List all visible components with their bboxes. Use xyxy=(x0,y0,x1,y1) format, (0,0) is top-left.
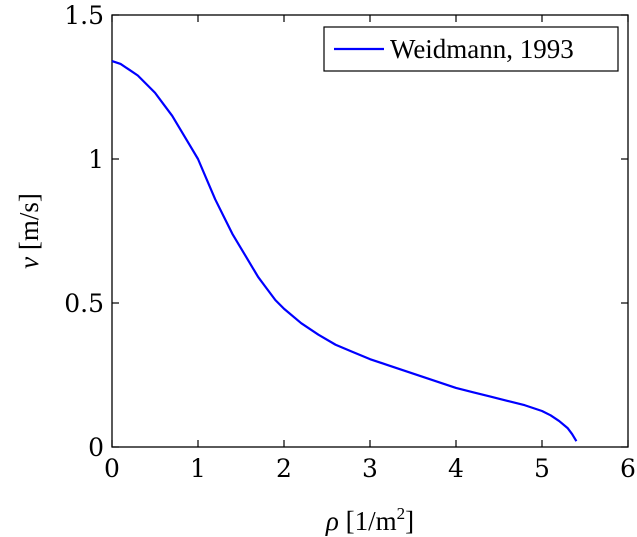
y-axis-label: v [m/s] xyxy=(14,193,44,269)
axis-ticks xyxy=(111,14,629,448)
y-tick-label: 0 xyxy=(88,433,104,462)
axis-tick-labels: 0 1 2 3 4 5 6 0 0.5 1 1.5 xyxy=(64,1,636,483)
x-tick-label: 0 xyxy=(104,454,120,483)
x-tick-label: 2 xyxy=(276,454,292,483)
x-axis-label: ρ [1/m2] xyxy=(325,504,414,536)
x-axis-symbol: ρ xyxy=(325,506,339,536)
y-tick-label: 1.5 xyxy=(64,1,104,30)
x-tick-label: 5 xyxy=(534,454,550,483)
x-axis-unit-suffix: ] xyxy=(405,506,414,536)
y-tick-label: 0.5 xyxy=(64,289,104,318)
legend-label: Weidmann, 1993 xyxy=(390,34,574,64)
series-line-weidmann-1993 xyxy=(111,60,578,442)
x-axis-unit-prefix: [1/m xyxy=(346,506,397,536)
x-tick-label: 3 xyxy=(362,454,378,483)
y-axis-symbol: v xyxy=(14,257,44,269)
x-tick-label: 6 xyxy=(620,454,636,483)
y-axis-unit: [m/s] xyxy=(14,193,44,250)
x-tick-label: 1 xyxy=(190,454,206,483)
x-tick-label: 4 xyxy=(448,454,464,483)
plot-area-frame xyxy=(111,14,629,448)
legend: Weidmann, 1993 xyxy=(323,26,619,72)
x-axis-unit-power: 2 xyxy=(397,504,406,523)
y-tick-label: 1 xyxy=(88,145,104,174)
